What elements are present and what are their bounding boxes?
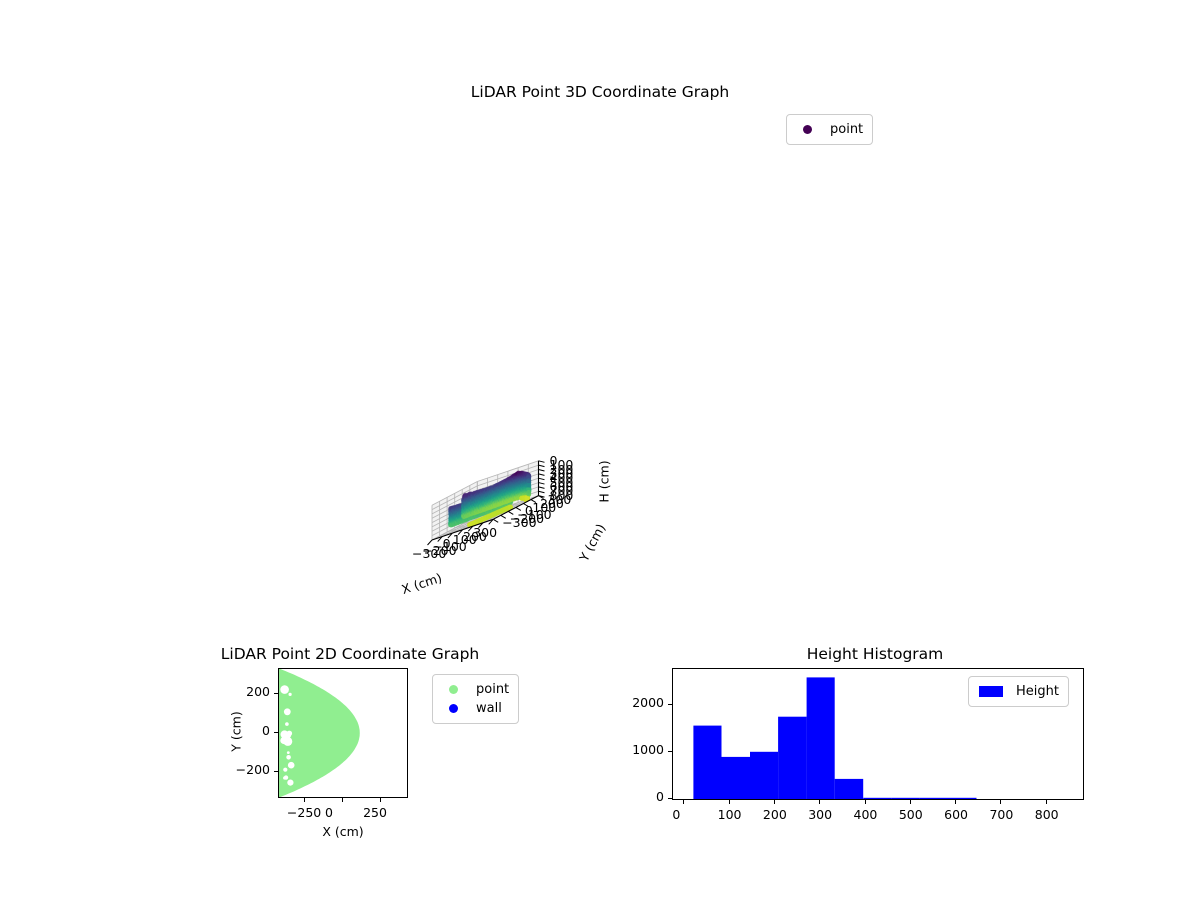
histogram-title: Height Histogram: [806, 645, 944, 663]
histogram-xtick-7: 700: [989, 807, 1014, 822]
histogram-xtick-1: 100: [717, 807, 742, 822]
legend-dot-icon: [440, 704, 466, 713]
plot-3d-ztick-7: 700: [549, 483, 574, 499]
legend-dot-icon: [794, 125, 820, 134]
plot-3d-xtick-3: 0: [442, 535, 451, 551]
histogram-xtick-0: 0: [672, 807, 681, 822]
histogram-legend: Height: [968, 676, 1069, 707]
histogram-ytick-2: 2000: [632, 695, 664, 711]
histogram-ytick-1: 1000: [632, 742, 664, 758]
plot-3d-ytick-5: −200: [509, 511, 545, 527]
legend-label: point: [476, 682, 510, 697]
legend-entry-point[interactable]: point: [794, 120, 863, 139]
plot-3d-xtick-0: −300: [412, 546, 447, 561]
legend-swatch: [448, 685, 458, 694]
legend-swatch: [802, 125, 812, 134]
plot-3d-ztick-1: 100: [549, 457, 574, 473]
legend-swatch: [448, 704, 458, 713]
legend-entry-wall[interactable]: wall: [440, 699, 509, 718]
plot-3d-ztick-6: 600: [549, 478, 574, 494]
plot-3d-ztick-2: 200: [549, 461, 574, 477]
plot-3d-ztick-3: 300: [549, 465, 574, 481]
plot-2d-xtickmark-2: [380, 798, 382, 802]
plot-3d-ztick-8: 800: [549, 487, 574, 503]
plot-3d-ytick-0: 300: [547, 491, 572, 507]
histogram-xtickmark-7: [1000, 800, 1002, 804]
histogram-ytickmark-2: [668, 704, 672, 706]
histogram-ytickmark-0: [668, 798, 672, 799]
histogram-xtickmark-1: [728, 800, 730, 804]
legend-entry-height[interactable]: Height: [976, 682, 1059, 701]
plot-3d-ztick-4: 400: [549, 470, 574, 486]
histogram-xtickmark-0: [683, 800, 685, 804]
legend-label: Height: [1016, 684, 1059, 699]
histogram-xtickmark-4: [864, 800, 866, 804]
plot-2d-xtick-1: 0: [325, 805, 333, 820]
plot-2d-ytickmark-0: [274, 693, 278, 695]
histogram-xtick-6: 600: [944, 807, 968, 822]
plot-2d-xtickmark-1: [342, 798, 343, 802]
plot-2d-title: LiDAR Point 2D Coordinate Graph: [220, 645, 480, 663]
histogram-xtickmark-6: [955, 800, 957, 804]
histogram-canvas: [693, 677, 977, 799]
histogram-ytickmark-1: [668, 751, 672, 753]
lidar-3d-plot: [300, 100, 920, 660]
plot-3d-ytick-1: 200: [539, 495, 564, 511]
lidar-2d-canvas: [279, 669, 360, 797]
plot-2d-ytick-2: −200: [235, 761, 270, 777]
legend-label: point: [830, 122, 864, 137]
legend-dot-icon: [440, 685, 466, 694]
legend-entry-point[interactable]: point: [440, 680, 509, 699]
histogram-xtickmark-5: [909, 800, 911, 804]
plot-2d-xtick-0: −250: [286, 805, 322, 820]
plot-3d-ytick-2: 100: [532, 499, 557, 515]
histogram-xtickmark-3: [819, 800, 821, 804]
plot-2d-ytickmark-1: [274, 732, 278, 733]
plot-2d-frame: [278, 668, 408, 798]
plot-3d-xtick-6: 300: [473, 525, 498, 541]
plot-3d-ztick-0: 0: [549, 452, 558, 468]
plot-2d-ytick-0: 200: [246, 684, 270, 700]
plot-2d-legend: point wall: [432, 674, 520, 724]
plot-3d-xtick-2: −100: [432, 539, 467, 555]
lidar-3d-canvas: [427, 460, 545, 546]
plot-3d-ytick-3: 0: [524, 503, 533, 519]
plot-3d-xtick-4: 100: [452, 532, 477, 548]
plot-3d-ztick-5: 500: [549, 474, 574, 490]
histogram-xtickmark-2: [773, 800, 775, 804]
histogram-xtick-4: 400: [853, 807, 878, 822]
plot-2d-xtickmark-0: [303, 798, 305, 802]
histogram-ytick-0: 0: [656, 789, 664, 804]
histogram-xtick-5: 500: [898, 807, 923, 822]
plot-3d-zlabel: H (cm): [596, 460, 612, 503]
plot-2d-ytickmark-2: [274, 770, 278, 772]
plot-3d-xtick-1: −200: [422, 542, 457, 558]
plot-3d-xtick-5: 200: [463, 528, 487, 544]
histogram-xtickmark-8: [1045, 800, 1047, 804]
plot-3d-title: LiDAR Point 3D Coordinate Graph: [470, 83, 730, 101]
plot-3d-legend: point: [786, 114, 874, 145]
plot-3d-ytick-4: −100: [517, 507, 552, 523]
plot-3d-ytick-6: −300: [502, 515, 537, 531]
histogram-xtick-2: 200: [762, 807, 787, 822]
plot-2d-xlabel: X (cm): [322, 824, 364, 839]
legend-swatch: [979, 686, 1003, 697]
lidar-2d-plot: [278, 668, 408, 798]
plot-2d-xtick-2: 250: [363, 805, 387, 820]
legend-patch-icon: [976, 686, 1006, 697]
histogram-xtick-8: 800: [1034, 807, 1059, 822]
plot-2d-ytick-1: 0: [262, 723, 270, 738]
legend-label: wall: [476, 701, 502, 716]
histogram-xtick-3: 300: [808, 807, 833, 822]
